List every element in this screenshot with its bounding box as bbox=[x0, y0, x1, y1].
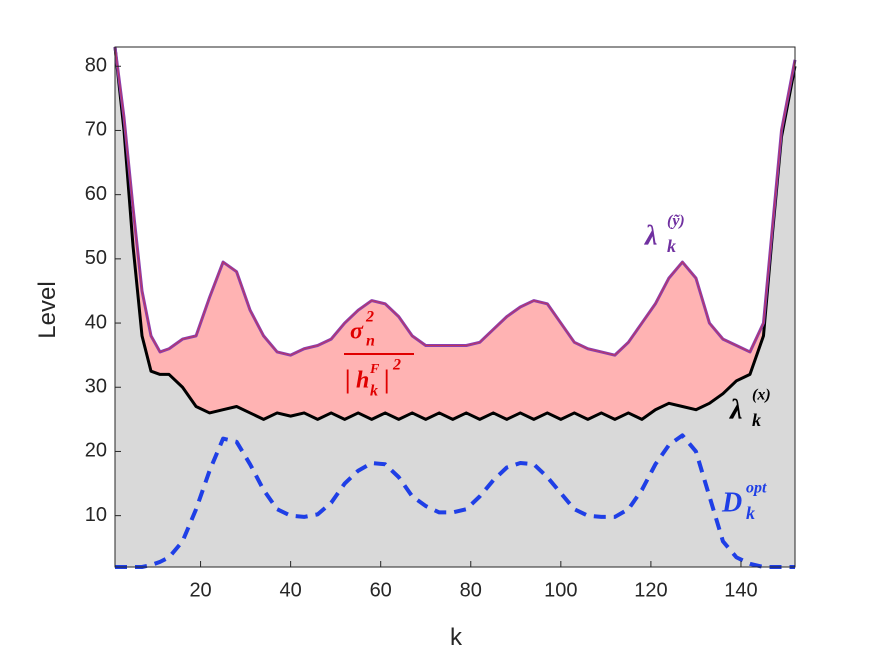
x-tick-label: 120 bbox=[634, 579, 667, 601]
plot-frame bbox=[114, 46, 796, 568]
y-tick-label: 40 bbox=[85, 311, 107, 333]
x-tick-label: 80 bbox=[460, 579, 482, 601]
band-area bbox=[115, 47, 795, 420]
annotation-sub: k bbox=[667, 236, 676, 256]
fraction-den-power: 2 bbox=[392, 357, 401, 374]
annotation-sub: k bbox=[746, 503, 755, 523]
series-line-edge bbox=[114, 46, 796, 356]
y-tick-label: 10 bbox=[85, 504, 107, 526]
y-tick-label: 30 bbox=[85, 376, 107, 398]
annotation-sup: (ỹ) bbox=[667, 213, 685, 230]
x-tick-label: 140 bbox=[724, 579, 757, 601]
y-tick-label: 20 bbox=[85, 440, 107, 462]
y-tick-label: 60 bbox=[85, 183, 107, 205]
annotation-base: λ bbox=[729, 394, 742, 425]
fraction-den-sub: k bbox=[370, 383, 378, 400]
y-tick-label: 50 bbox=[85, 247, 107, 269]
x-tick-label: 40 bbox=[280, 579, 302, 601]
x-tick-label: 60 bbox=[370, 579, 392, 601]
fraction-num-base: σ bbox=[350, 319, 364, 345]
series-line bbox=[113, 46, 797, 421]
x-axis-label: k bbox=[450, 624, 463, 651]
annotation-sup: opt bbox=[746, 480, 767, 497]
fraction-num-sup: 2 bbox=[365, 309, 374, 326]
fraction-den-open: | bbox=[345, 365, 351, 394]
y-axis-label: Level bbox=[34, 281, 61, 338]
y-tick-label: 80 bbox=[85, 55, 107, 77]
fraction-num-sub: n bbox=[366, 333, 375, 350]
annotation-sup: (x) bbox=[752, 387, 771, 404]
fraction-den-sup: F bbox=[369, 362, 380, 377]
series-line bbox=[115, 433, 795, 569]
annotation-base: D bbox=[721, 487, 742, 518]
fraction-den-close: | bbox=[384, 365, 390, 394]
x-tick-label: 20 bbox=[189, 579, 211, 601]
area-under-lambda-x bbox=[115, 47, 795, 567]
fraction-den-base: h bbox=[356, 368, 369, 394]
x-tick-label: 100 bbox=[544, 579, 577, 601]
annotation-sub: k bbox=[752, 410, 761, 430]
annotation-base: λ bbox=[644, 220, 657, 251]
y-tick-label: 70 bbox=[85, 119, 107, 141]
